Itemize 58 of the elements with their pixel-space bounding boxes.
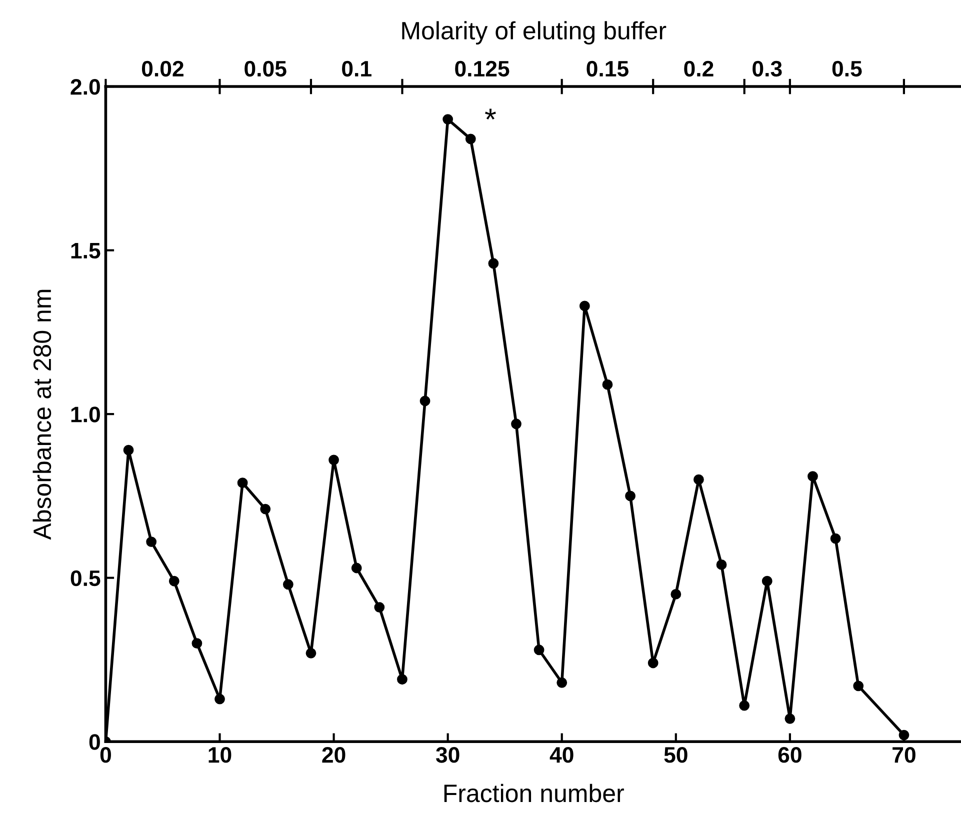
point [762,576,772,586]
annotation: * [485,108,496,120]
text: 0.125 [455,60,510,77]
point [214,694,225,704]
x-tick-label: 10 [208,747,232,763]
point [853,680,864,692]
point [146,536,157,548]
y-axis-title: Absorbance at 280 nm [32,290,52,540]
point [442,114,454,124]
point [306,648,316,658]
point [670,589,682,600]
point [351,562,362,574]
x-tick-label: 0 [100,747,111,763]
y-tick-label: 1.0 [71,406,100,422]
text: 0.3 [752,60,782,77]
text: 0.1 [342,60,372,77]
point [784,713,796,724]
point [556,677,568,688]
point [511,418,522,430]
x-tick-label: 40 [550,747,574,763]
point [716,560,727,570]
point [602,379,613,390]
text: 0.02 [142,60,184,77]
x-tick-label: 70 [892,747,916,763]
y-tick-label: 0.5 [70,570,100,586]
point [260,504,271,514]
point [420,396,430,406]
y-tick-label: 0 [89,734,100,750]
point [739,700,750,711]
x-tick-label: 30 [436,747,460,763]
point [123,444,134,456]
text: 0.05 [244,60,286,77]
point [830,533,841,544]
point [465,134,476,144]
text: 0.15 [586,60,628,77]
point [488,258,499,269]
y-tick-label: 2.0 [70,79,100,95]
point [579,300,590,312]
y-tick-label: 1.5 [71,243,100,259]
text: 0.5 [832,60,862,77]
x-tick-label: 20 [322,747,346,763]
point [808,471,818,482]
point [625,490,636,502]
point [374,602,385,613]
point [397,674,408,685]
chart-title: Molarity of eluting buffer [402,21,666,44]
text: 0.2 [684,60,714,77]
x-axis-title: Fraction number [444,784,624,802]
point [168,576,180,586]
point [282,579,294,590]
point [237,478,248,488]
point [192,638,202,649]
point [648,658,658,668]
x-tick-label: 60 [778,747,802,763]
x-tick-label: 50 [664,747,688,763]
point [694,474,704,485]
point [328,454,339,466]
point [534,644,544,656]
